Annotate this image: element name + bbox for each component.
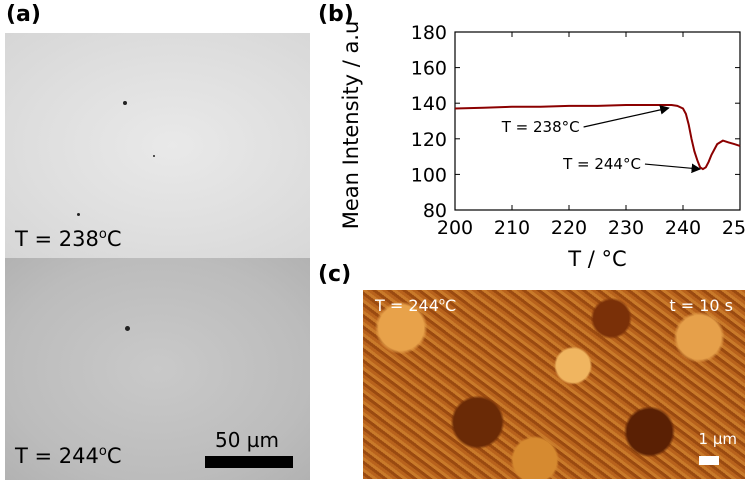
x-axis-label: T / °C <box>567 247 626 271</box>
x-tick-label: 250 <box>722 217 745 239</box>
y-tick-label: 120 <box>411 129 447 151</box>
intensity-chart: 200 210 220 230 240 250 80 100 120 140 160 180 T / °… <box>339 21 745 271</box>
x-tick-label: 230 <box>608 217 644 239</box>
micrograph-244: T = 244oC 50 µm <box>5 258 310 480</box>
afm-image: T = 244oC t = 10 s 1 µm <box>363 290 745 479</box>
defect-speck <box>153 155 155 157</box>
scale-bar <box>205 456 293 468</box>
defect-speck <box>125 326 130 331</box>
temp-label-238: T = 238oC <box>15 227 122 251</box>
plot-frame <box>454 31 741 211</box>
y-axis-label: Mean Intensity / a.u <box>339 21 363 230</box>
x-tick-label: 240 <box>665 217 701 239</box>
x-tick-label: 200 <box>437 217 473 239</box>
afm-scale-bar <box>699 456 719 465</box>
x-tick-label: 220 <box>551 217 587 239</box>
panel-b-label: (b) <box>318 2 354 27</box>
afm-temp-label: T = 244oC <box>375 296 457 315</box>
temp-label-244: T = 244oC <box>15 444 122 468</box>
annotation-label: T = 238°C <box>501 118 580 136</box>
y-tick-label: 80 <box>423 200 447 222</box>
x-tick-label: 210 <box>494 217 530 239</box>
micrograph-238: T = 238oC <box>5 33 310 258</box>
annotation-label: T = 244°C <box>562 155 641 173</box>
series-line <box>454 104 741 171</box>
y-tick-label: 180 <box>411 22 447 44</box>
panel-c-label: (c) <box>318 262 352 287</box>
y-tick-label: 100 <box>411 164 447 186</box>
annotation-arrow <box>583 105 670 128</box>
afm-time-label: t = 10 s <box>669 296 733 315</box>
defect-speck <box>77 213 80 216</box>
y-tick-label: 140 <box>411 93 447 115</box>
defect-speck <box>123 101 127 105</box>
panel-a-label: (a) <box>6 2 41 27</box>
y-tick-label: 160 <box>411 58 447 80</box>
afm-scale-label: 1 µm <box>698 430 737 448</box>
scale-bar-label: 50 µm <box>215 428 280 452</box>
annotation-arrow <box>644 163 702 174</box>
